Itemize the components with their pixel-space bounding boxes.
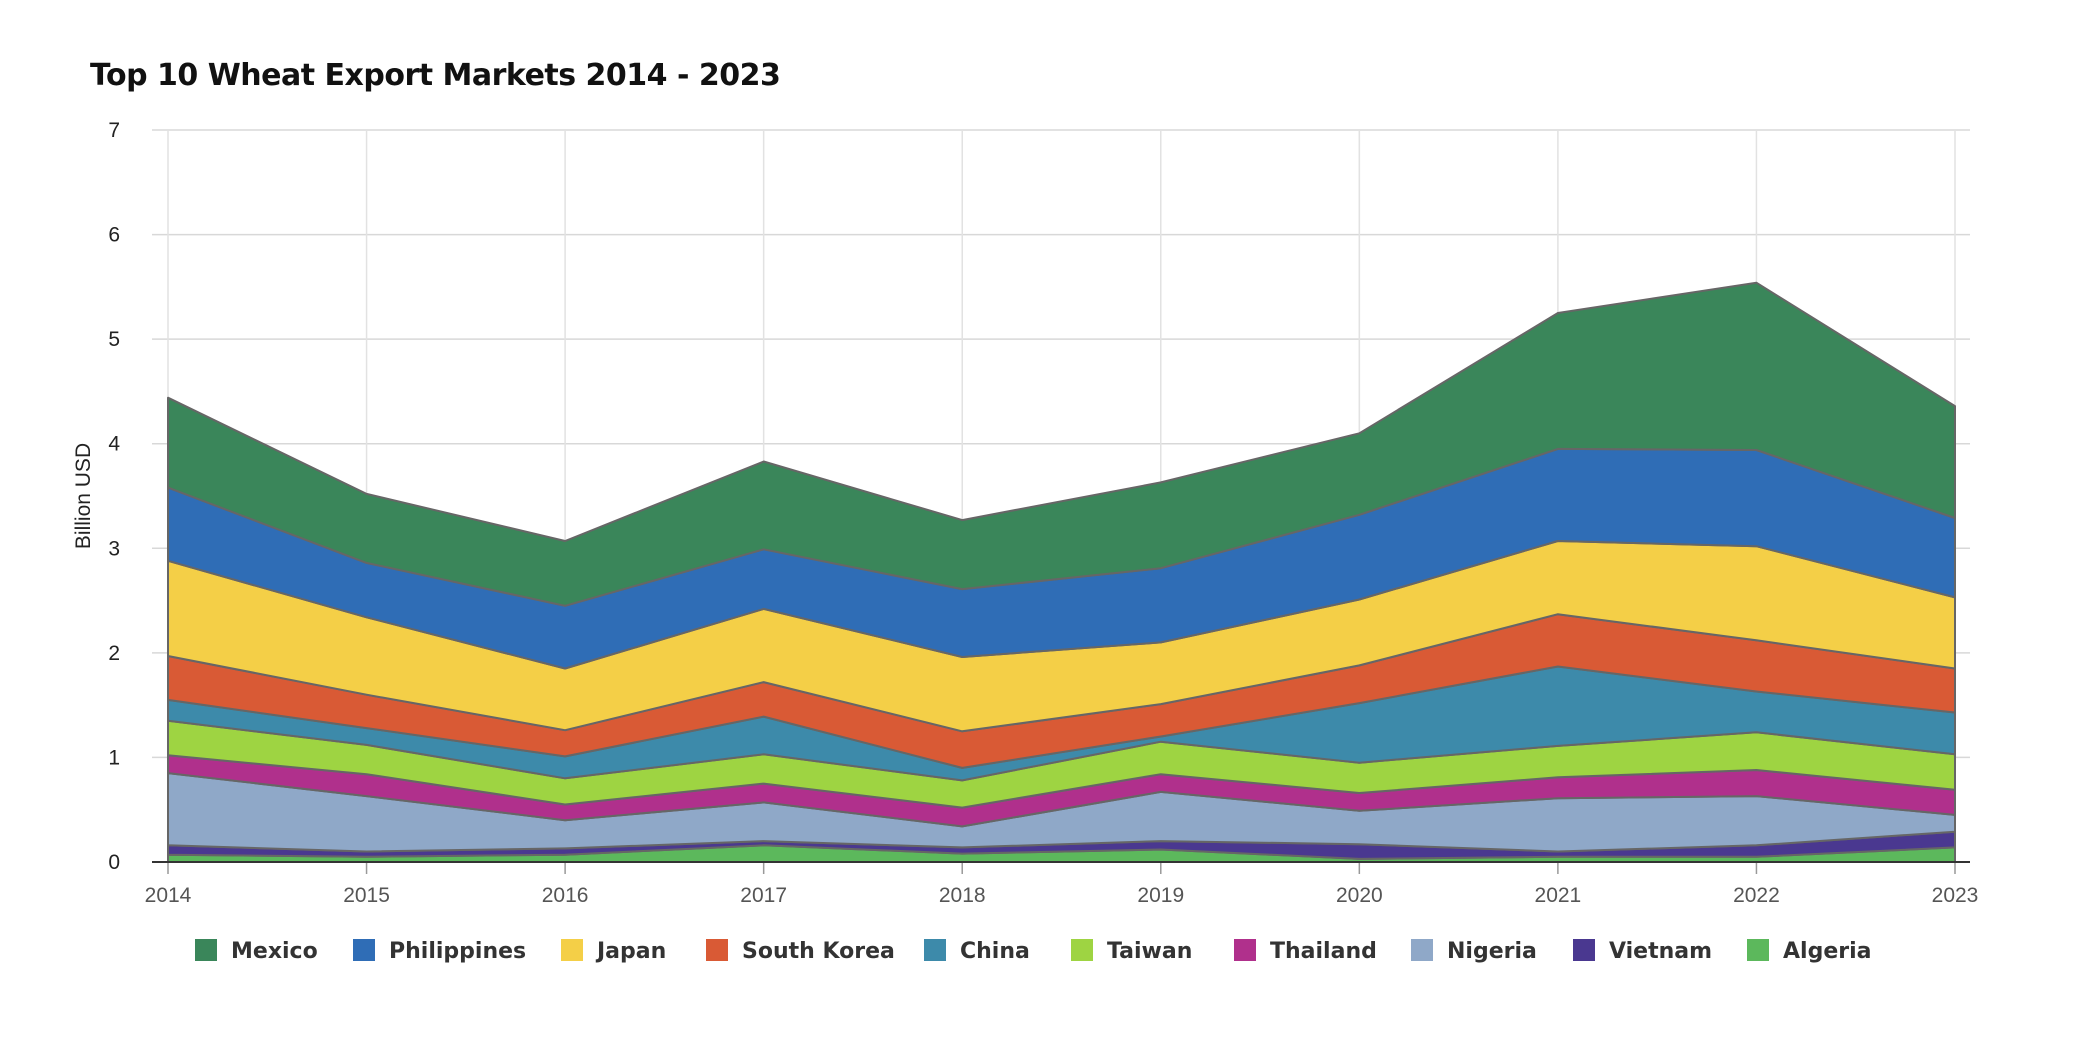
legend-swatch (561, 939, 583, 961)
x-tick-label: 2019 (1137, 884, 1184, 907)
legend-item-south-korea[interactable]: South Korea (706, 939, 895, 964)
y-tick-label: 2 (108, 642, 120, 665)
legend-label: Taiwan (1107, 939, 1192, 964)
y-tick-label: 6 (108, 224, 120, 247)
x-tick-label: 2015 (343, 884, 390, 907)
y-tick-label: 3 (108, 537, 120, 560)
legend: Mexico Philippines Japan South Korea China Ta… (195, 939, 1871, 964)
legend-label: Thailand (1270, 939, 1377, 964)
x-tick-label: 2014 (145, 884, 192, 907)
legend-label: Mexico (231, 939, 318, 964)
legend-swatch (1071, 939, 1093, 961)
legend-label: China (960, 939, 1030, 964)
x-tick-label: 2023 (1932, 884, 1979, 907)
area-series (167, 281, 1956, 863)
legend-label: South Korea (742, 939, 895, 964)
legend-swatch (195, 939, 217, 961)
legend-item-japan[interactable]: Japan (561, 939, 666, 964)
legend-label: Philippines (389, 939, 526, 964)
legend-item-nigeria[interactable]: Nigeria (1411, 939, 1537, 964)
legend-swatch (1234, 939, 1256, 961)
legend-item-philippines[interactable]: Philippines (353, 939, 526, 964)
y-tick-label: 4 (108, 433, 120, 456)
legend-item-mexico[interactable]: Mexico (195, 939, 318, 964)
legend-swatch (1411, 939, 1433, 961)
legend-label: Japan (595, 939, 666, 964)
y-tick-label: 7 (108, 119, 120, 142)
x-tick-label: 2022 (1733, 884, 1780, 907)
y-tick-label: 1 (108, 746, 120, 769)
y-tick-label: 0 (108, 851, 120, 874)
x-tick-label: 2021 (1535, 884, 1582, 907)
legend-swatch (924, 939, 946, 961)
chart-title: Top 10 Wheat Export Markets 2014 - 2023 (90, 58, 781, 93)
x-tick-label: 2016 (542, 884, 589, 907)
legend-item-algeria[interactable]: Algeria (1747, 939, 1871, 964)
x-tick-label: 2017 (740, 884, 787, 907)
y-axis-title: Billion USD (72, 443, 95, 549)
y-tick-label: 5 (108, 328, 120, 351)
axes: 0 1 2 3 4 5 6 7 2014 2015 2016 2017 2018 2019 2020 2021… (72, 119, 1978, 907)
legend-item-taiwan[interactable]: Taiwan (1071, 939, 1192, 964)
legend-item-vietnam[interactable]: Vietnam (1573, 939, 1712, 964)
legend-swatch (706, 939, 728, 961)
legend-swatch (353, 939, 375, 961)
legend-label: Nigeria (1447, 939, 1537, 964)
legend-label: Vietnam (1609, 939, 1712, 964)
legend-item-thailand[interactable]: Thailand (1234, 939, 1377, 964)
x-tick-label: 2020 (1336, 884, 1383, 907)
legend-swatch (1747, 939, 1769, 961)
legend-label: Algeria (1783, 939, 1871, 964)
legend-item-china[interactable]: China (924, 939, 1030, 964)
area-mexico (167, 281, 1956, 607)
x-tick-label: 2018 (939, 884, 986, 907)
legend-swatch (1573, 939, 1595, 961)
